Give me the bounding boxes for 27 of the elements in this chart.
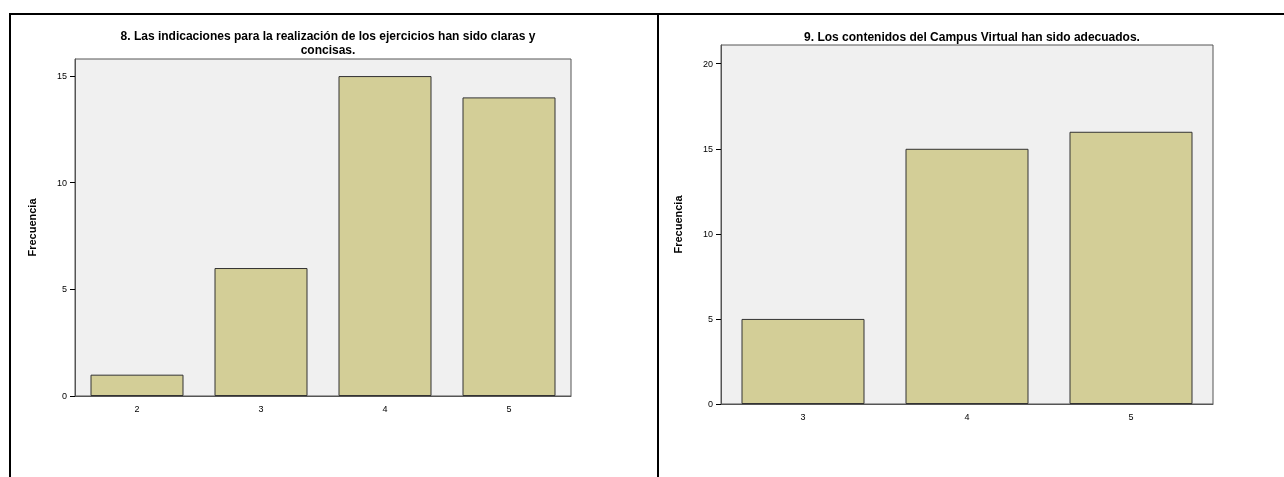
x-tick-label: 3	[800, 411, 806, 422]
bar	[741, 318, 865, 404]
y-tick-label: 15	[702, 143, 713, 154]
y-axis-title: Frecuencia	[25, 197, 38, 257]
bar	[90, 374, 184, 396]
x-tick-label: 4	[964, 411, 970, 422]
bar	[214, 268, 308, 396]
x-tick-label: 5	[506, 403, 512, 414]
chart-title: 8. Las indicaciones para la realización de los ejercicios han sido claras y concisas.	[120, 29, 536, 57]
y-tick-label: 0	[707, 399, 713, 409]
y-tick-label: 0	[61, 391, 67, 401]
y-tick-label: 5	[61, 284, 67, 295]
x-tick-label: 4	[382, 403, 388, 414]
bar	[462, 97, 556, 396]
x-tick-label: 5	[1128, 411, 1134, 422]
y-tick-label: 5	[707, 313, 713, 324]
chart-title: 9. Los contenidos del Campus Virtual han sido adecuados.	[804, 30, 1140, 44]
bar	[338, 76, 432, 396]
y-axis-title: Frecuencia	[671, 194, 684, 254]
bar	[905, 148, 1029, 404]
y-tick-label: 15	[56, 71, 67, 82]
x-tick-label: 2	[134, 403, 140, 414]
y-tick-label: 20	[702, 58, 713, 69]
bar	[1069, 131, 1193, 404]
x-tick-label: 3	[258, 403, 264, 414]
y-tick-label: 10	[56, 177, 67, 188]
y-tick-label: 10	[702, 228, 713, 239]
